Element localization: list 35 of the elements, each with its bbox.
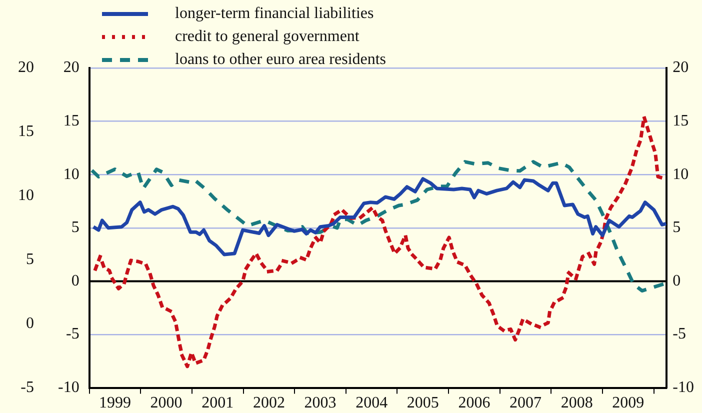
y-tick-label: -10 (58, 379, 80, 396)
x-tick-label: 2003 (304, 394, 336, 412)
x-tick-label: 2002 (252, 394, 285, 412)
legend-label: loans to other euro area residents (175, 50, 386, 68)
y2-tick-label: 0 (672, 272, 681, 290)
y-tick-label: 15 (63, 112, 80, 130)
x-tick-label: 2000 (150, 394, 182, 412)
legend-label: credit to general government (175, 28, 360, 46)
legend-label: longer-term financial liabilities (175, 4, 374, 22)
y-tick-label: 20 (63, 59, 80, 76)
y3-tick-label: 10 (18, 187, 34, 204)
y3-tick-label: -5 (20, 379, 34, 396)
y2-tick-label: 15 (672, 112, 689, 130)
y3-tick-label: 5 (26, 251, 34, 268)
y2-tick-label: 20 (672, 59, 689, 76)
y2-tick-label: -5 (672, 326, 686, 343)
y-tick-label: 0 (71, 272, 80, 290)
x-tick-label: 2005 (406, 394, 439, 412)
y-tick-label: 10 (63, 166, 80, 183)
x-tick-label: 2008 (560, 394, 593, 412)
x-tick-label: 1999 (98, 394, 131, 412)
x-tick-label: 2009 (612, 394, 644, 412)
y-tick-label: 5 (71, 219, 80, 236)
y3-tick-label: 0 (26, 315, 34, 332)
x-tick-label: 2007 (510, 394, 542, 412)
line-series (90, 160, 667, 293)
y3-tick-label: 20 (18, 59, 34, 76)
y-tick-label: -5 (66, 326, 80, 343)
x-tick-label: 2006 (458, 394, 490, 412)
y2-tick-label: 5 (672, 219, 681, 236)
x-tick-label: 2001 (202, 394, 234, 412)
y2-tick-label: -10 (672, 379, 694, 396)
x-tick-label: 2004 (356, 394, 388, 412)
y3-tick-label: 15 (18, 123, 34, 140)
y2-tick-label: 10 (672, 166, 689, 183)
